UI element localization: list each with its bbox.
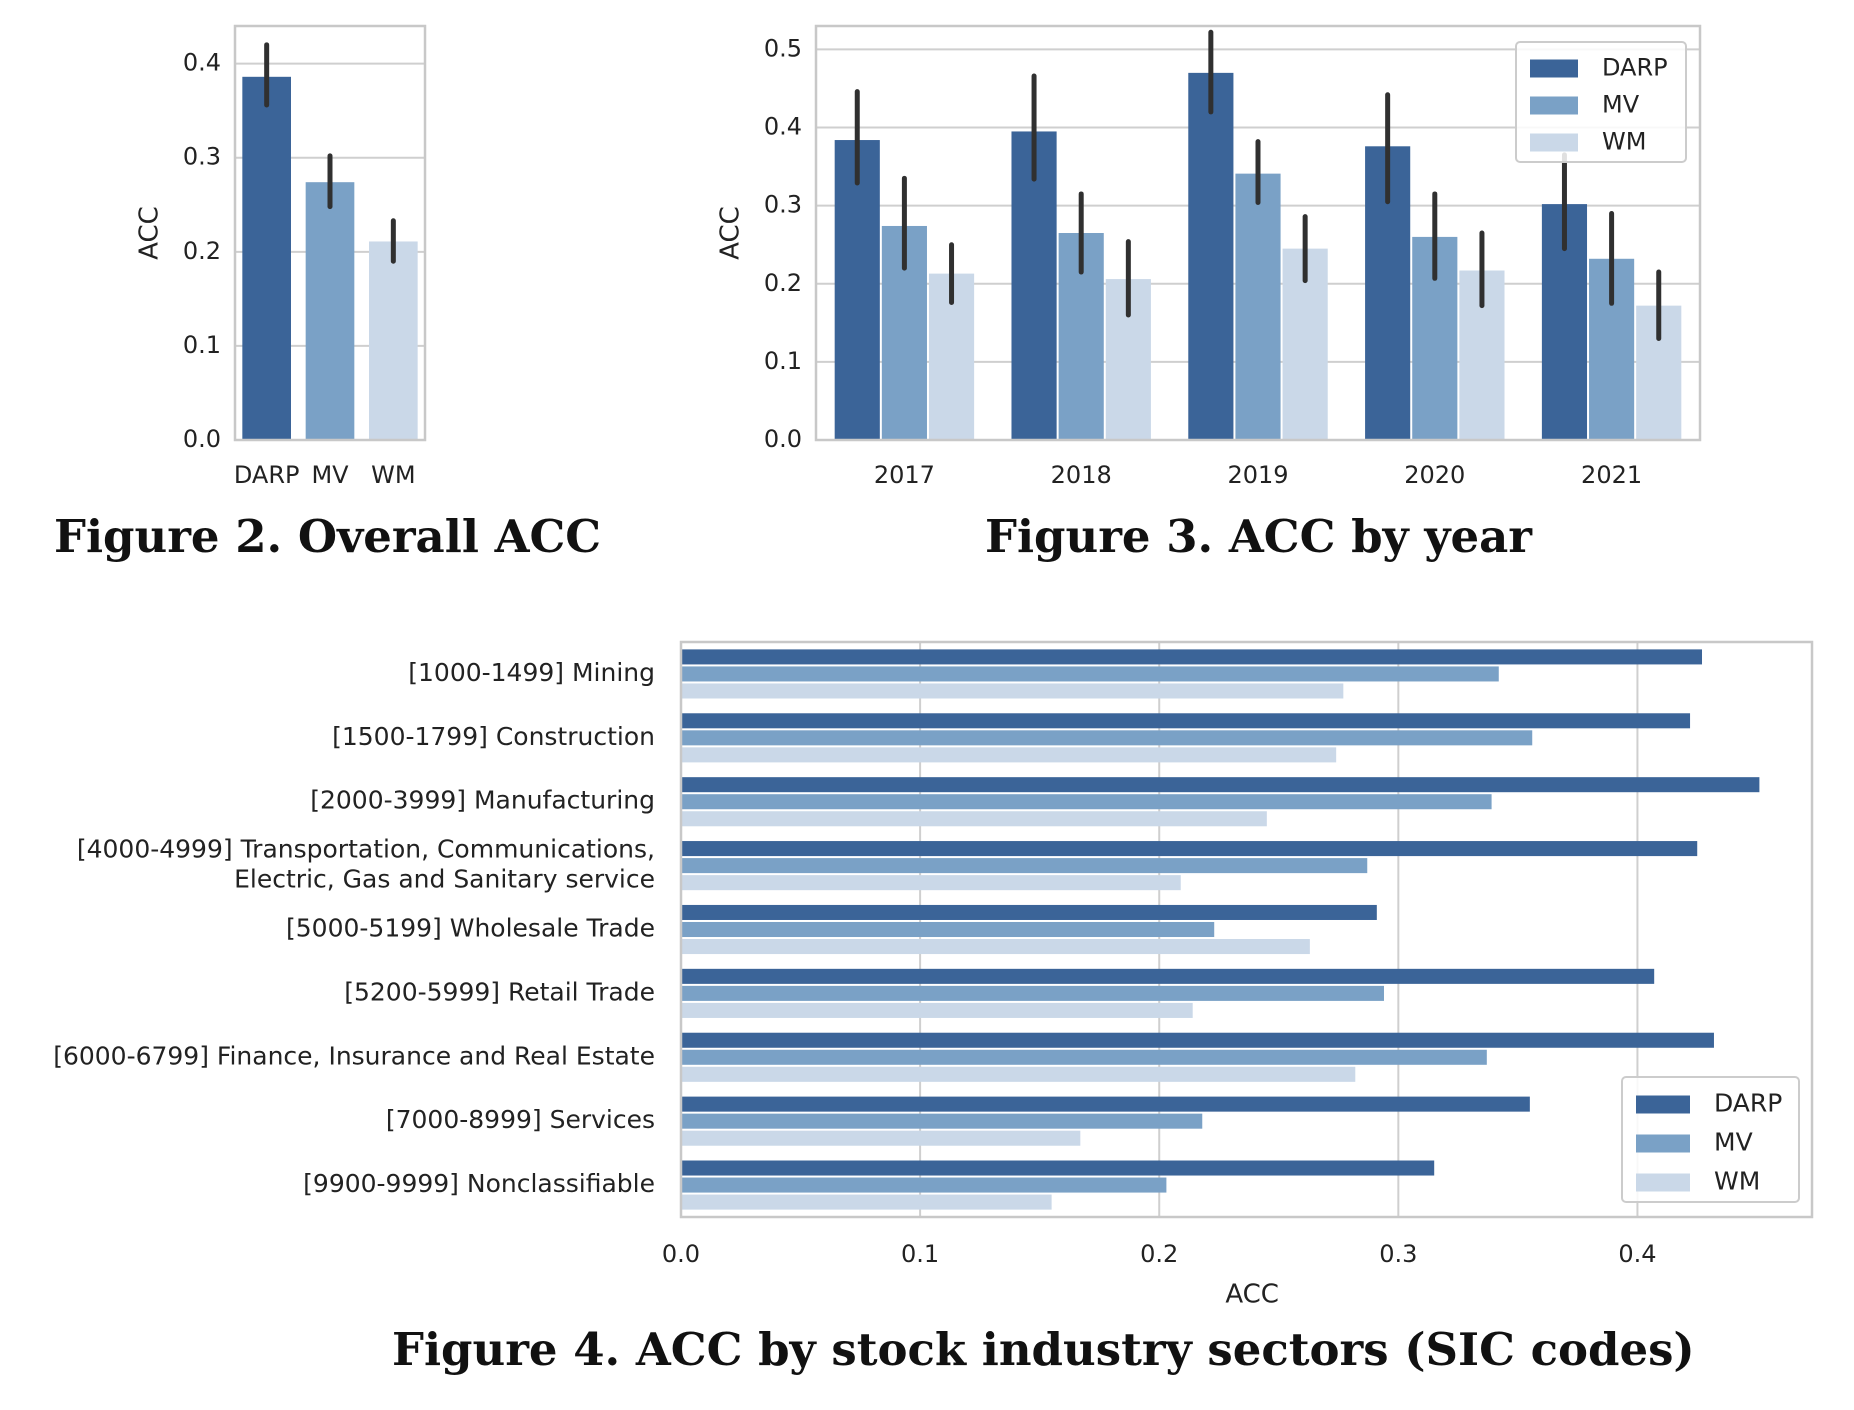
fig4-legend-swatch-mv xyxy=(1636,1134,1690,1153)
fig4-bar-wm xyxy=(681,1130,1081,1146)
fig4-xtick-label: 0.2 xyxy=(1140,1240,1178,1268)
fig4-bar-mv xyxy=(681,1177,1167,1193)
fig4-category-label: [2000-3999] Manufacturing xyxy=(310,786,655,815)
fig4-category-label: [1500-1799] Construction xyxy=(332,722,655,751)
fig4-category-label: [1000-1499] Mining xyxy=(408,658,655,687)
fig4-xtick-label: 0.1 xyxy=(901,1240,939,1268)
fig4-legend-label-wm: WM xyxy=(1714,1167,1760,1196)
fig4-xtick-label: 0.0 xyxy=(662,1240,700,1268)
fig4-bar-wm xyxy=(681,747,1337,763)
fig2-ytick-label: 0.3 xyxy=(183,143,221,171)
fig4-category-label: [5000-5199] Wholesale Trade xyxy=(286,914,655,943)
fig4-legend-label-darp: DARP xyxy=(1714,1089,1782,1118)
fig4-bar-mv xyxy=(681,794,1492,810)
figure-4-caption: Figure 4. ACC by stock industry sectors … xyxy=(392,1323,1695,1376)
fig4-bar-wm xyxy=(681,939,1310,955)
fig4-category-label: [9900-9999] Nonclassifiable xyxy=(303,1169,655,1198)
fig2-xtick-label: DARP xyxy=(234,461,300,489)
fig4-bar-mv xyxy=(681,730,1533,746)
fig4-legend-swatch-wm xyxy=(1636,1173,1690,1192)
fig3-frame xyxy=(814,24,1702,442)
fig4-legend-label-mv: MV xyxy=(1714,1128,1753,1157)
fig3-legend-swatch-mv xyxy=(1530,96,1578,115)
fig4-category-label: [4000-4999] Transportation, Communicatio… xyxy=(77,835,655,864)
fig3-legend-label-mv: MV xyxy=(1602,91,1640,119)
fig4-xlabel: ACC xyxy=(1225,1280,1279,1310)
fig2-ylabel: ACC xyxy=(135,206,165,260)
fig3-bar-darp-2019 xyxy=(1188,72,1234,441)
fig3-ytick-label: 0.3 xyxy=(764,191,802,219)
fig2-xtick-label: WM xyxy=(371,461,415,489)
fig3-ytick-label: 0.0 xyxy=(764,425,802,453)
fig4-bar-wm xyxy=(681,1194,1052,1210)
fig3-xtick-label: 2020 xyxy=(1404,461,1465,489)
fig4-bar-wm xyxy=(681,811,1267,827)
fig4-bar-darp xyxy=(681,1096,1530,1112)
fig4-category-label: [7000-8999] Services xyxy=(386,1105,655,1134)
fig2-frame xyxy=(233,24,427,442)
fig2-bar-darp xyxy=(242,76,291,441)
fig2-bar-mv xyxy=(305,182,355,440)
fig3-ytick-label: 0.5 xyxy=(764,34,802,62)
fig4-bar-mv xyxy=(681,921,1215,938)
fig2-ytick-label: 0.4 xyxy=(183,49,221,77)
fig2-ytick-label: 0.2 xyxy=(183,237,221,265)
fig4-xtick-label: 0.4 xyxy=(1618,1240,1656,1268)
fig4-legend-swatch-darp xyxy=(1636,1095,1690,1114)
fig3-bar-darp-2018 xyxy=(1011,131,1057,441)
fig4-bar-darp xyxy=(681,713,1691,729)
fig2-ytick-label: 0.0 xyxy=(183,425,221,453)
fig3-xtick-label: 2021 xyxy=(1581,461,1642,489)
fig2-ytick-label: 0.1 xyxy=(183,331,221,359)
fig4-bar-darp xyxy=(681,904,1377,920)
fig4-category-label: Electric, Gas and Sanitary service xyxy=(234,865,655,894)
fig4-bar-wm xyxy=(681,683,1344,699)
fig4-bar-darp xyxy=(681,968,1655,984)
fig3-xtick-label: 2019 xyxy=(1227,461,1288,489)
figure-3-caption: Figure 3. ACC by year xyxy=(985,510,1533,563)
fig4-bar-wm xyxy=(681,1002,1193,1018)
fig3-legend-label-wm: WM xyxy=(1602,128,1646,156)
fig3-ytick-label: 0.4 xyxy=(764,113,802,141)
fig3-legend-label-darp: DARP xyxy=(1602,54,1668,82)
fig4-xtick-label: 0.3 xyxy=(1379,1240,1417,1268)
fig4-bar-mv xyxy=(681,985,1384,1001)
fig4-category-label: [6000-6799] Finance, Insurance and Real … xyxy=(53,1041,655,1070)
fig3-ylabel: ACC xyxy=(716,206,746,260)
fig3-ytick-label: 0.1 xyxy=(764,347,802,375)
fig3-legend-swatch-wm xyxy=(1530,133,1578,152)
fig3-xtick-label: 2018 xyxy=(1051,461,1112,489)
fig3-bar-darp-2017 xyxy=(834,140,880,440)
fig4-bar-darp xyxy=(681,1032,1714,1048)
fig4-frame xyxy=(679,640,1814,1219)
fig4-bar-darp xyxy=(681,649,1703,665)
fig3-xtick-label: 2017 xyxy=(874,461,935,489)
fig4-bar-wm xyxy=(681,875,1181,891)
fig4-bar-mv xyxy=(681,666,1499,682)
fig3-legend-swatch-darp xyxy=(1530,59,1578,78)
fig4-bar-darp xyxy=(681,841,1698,857)
fig2-xtick-label: MV xyxy=(311,461,349,489)
fig4-bar-mv xyxy=(681,1113,1203,1129)
fig4-bar-darp xyxy=(681,1160,1435,1176)
fig2-bar-wm xyxy=(369,241,418,440)
fig3-bar-mv-2019 xyxy=(1235,173,1281,440)
fig4-category-label: [5200-5999] Retail Trade xyxy=(344,977,655,1006)
fig4-bar-mv xyxy=(681,1049,1487,1065)
fig4-bar-wm xyxy=(681,1066,1356,1082)
figure-2-caption: Figure 2. Overall ACC xyxy=(54,510,602,563)
fig4-bar-darp xyxy=(681,777,1760,793)
fig3-ytick-label: 0.2 xyxy=(764,269,802,297)
fig4-bar-mv xyxy=(681,858,1368,874)
